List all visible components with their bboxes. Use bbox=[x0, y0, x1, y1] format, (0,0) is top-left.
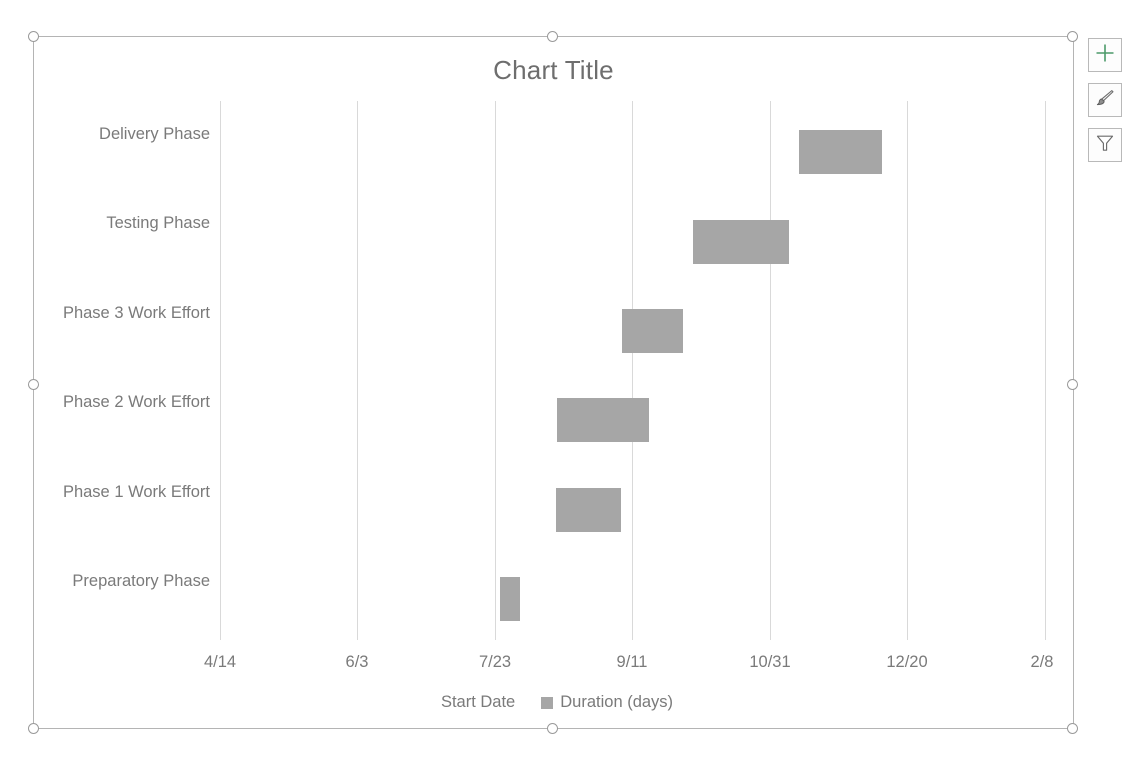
gridline-4-14 bbox=[220, 101, 221, 640]
chart-styles-button[interactable] bbox=[1088, 83, 1122, 117]
chart-title[interactable]: Chart Title bbox=[493, 55, 614, 85]
category-label-phase-3-work-effort: Phase 3 Work Effort bbox=[62, 304, 210, 322]
paintbrush-icon bbox=[1094, 87, 1116, 114]
category-label-testing-phase: Testing Phase bbox=[106, 214, 210, 232]
x-tick-label-0: 4/14 bbox=[203, 653, 237, 671]
gridline-9-11 bbox=[632, 101, 633, 640]
selection-handle-bottom-right[interactable] bbox=[1067, 723, 1078, 734]
x-tick-label-5: 12/20 bbox=[886, 653, 928, 671]
legend-label-duration-days: Duration (days) bbox=[560, 693, 674, 711]
x-tick-label-2: 7/23 bbox=[478, 653, 512, 671]
gridline-7-23 bbox=[495, 101, 496, 640]
bar-phase-1-work-effort[interactable] bbox=[556, 488, 621, 532]
bar-delivery-phase[interactable] bbox=[799, 130, 882, 174]
category-axis-labels[interactable]: Delivery Phase Testing Phase Phase 3 Wor… bbox=[34, 101, 210, 640]
gridline-2-8 bbox=[1045, 101, 1046, 640]
gridline-6-3 bbox=[357, 101, 358, 640]
selection-handle-top-middle[interactable] bbox=[547, 30, 558, 42]
legend-label-start-date: Start Date bbox=[440, 693, 516, 711]
x-tick-label-4: 10/31 bbox=[749, 653, 791, 671]
category-label-phase-2-work-effort: Phase 2 Work Effort bbox=[62, 393, 210, 411]
gridline-10-31 bbox=[770, 101, 771, 640]
category-label-preparatory-phase: Preparatory Phase bbox=[72, 572, 210, 590]
category-label-delivery-phase: Delivery Phase bbox=[99, 125, 210, 143]
chart-side-buttons bbox=[1088, 38, 1122, 162]
selection-handle-bottom-middle[interactable] bbox=[547, 723, 558, 734]
chart-filters-button[interactable] bbox=[1088, 128, 1122, 162]
selection-handle-middle-right[interactable] bbox=[1067, 379, 1078, 390]
x-tick-label-6: 2/8 bbox=[1030, 653, 1054, 671]
chart-object[interactable]: Chart Title Delivery Phase Testing Phase… bbox=[33, 36, 1074, 729]
plot-area[interactable] bbox=[220, 101, 1046, 640]
x-tick-label-3: 9/11 bbox=[616, 653, 648, 671]
x-tick-label-1: 6/3 bbox=[345, 653, 369, 671]
funnel-icon bbox=[1094, 132, 1116, 159]
selection-handle-top-right[interactable] bbox=[1067, 30, 1078, 42]
value-axis-labels[interactable]: 4/14 6/3 7/23 9/11 10/31 12/20 2/8 bbox=[34, 653, 1073, 683]
legend-swatch-duration-days bbox=[541, 696, 554, 709]
bar-preparatory-phase[interactable] bbox=[500, 577, 520, 621]
selection-handle-top-left[interactable] bbox=[27, 30, 39, 42]
selection-handle-bottom-left[interactable] bbox=[27, 723, 39, 734]
legend-entry-start-date[interactable]: Start Date bbox=[434, 693, 515, 712]
plus-icon bbox=[1094, 42, 1116, 69]
bar-phase-3-work-effort[interactable] bbox=[622, 309, 683, 353]
category-label-phase-1-work-effort: Phase 1 Work Effort bbox=[62, 483, 210, 501]
gridline-12-20 bbox=[907, 101, 908, 640]
bar-phase-2-work-effort[interactable] bbox=[557, 398, 649, 442]
chart-elements-button[interactable] bbox=[1088, 38, 1122, 72]
legend-entry-duration-days[interactable]: Duration (days) bbox=[541, 693, 673, 712]
chart-legend[interactable]: Start Date Duration (days) bbox=[34, 693, 1073, 712]
bar-testing-phase[interactable] bbox=[693, 220, 789, 264]
selection-handle-middle-left[interactable] bbox=[27, 379, 39, 390]
